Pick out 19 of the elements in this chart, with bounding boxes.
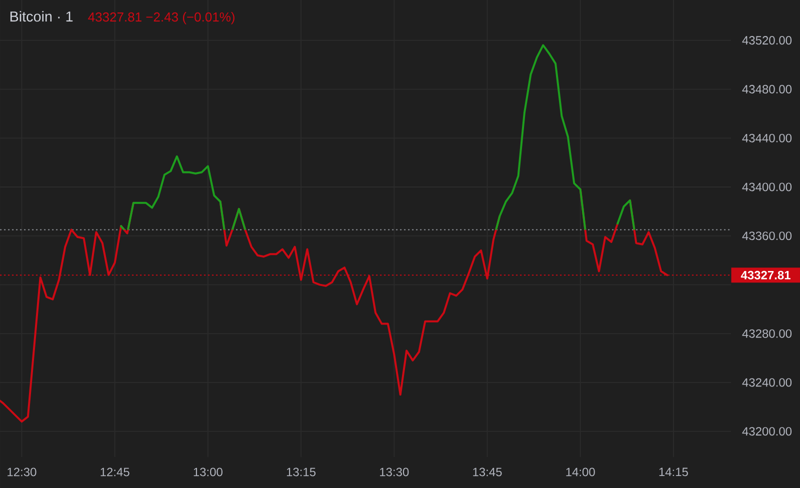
x-tick-label: 13:30 — [380, 468, 409, 476]
y-tick-label: 43480.00 — [742, 84, 792, 94]
y-tick-label: 43280.00 — [742, 329, 792, 338]
x-tick-label: 14:15 — [659, 468, 688, 476]
x-tick-label: 13:15 — [286, 468, 316, 476]
x-tick-label: 14:00 — [566, 468, 595, 476]
y-tick-label: 43440.00 — [742, 134, 792, 142]
y-tick-label: 43200.00 — [742, 427, 792, 436]
annotation: 43327.81 −2.43 (−0.01%) — [88, 12, 234, 24]
y-tick-label: 43400.00 — [742, 182, 792, 192]
ref-line-label: 43327.81 — [740, 270, 790, 280]
text: Bitcoin · 1 — [10, 11, 73, 22]
x-tick-label: 13:45 — [473, 468, 502, 476]
y-tick-label: 43240.00 — [742, 378, 792, 387]
x-tick-label: 12:45 — [100, 468, 130, 476]
y-tick-label: 43520.00 — [742, 36, 792, 45]
x-tick-label: 13:00 — [194, 468, 222, 476]
y-tick-label: 43360.00 — [742, 232, 792, 240]
x-tick-label: 12:30 — [8, 468, 36, 476]
